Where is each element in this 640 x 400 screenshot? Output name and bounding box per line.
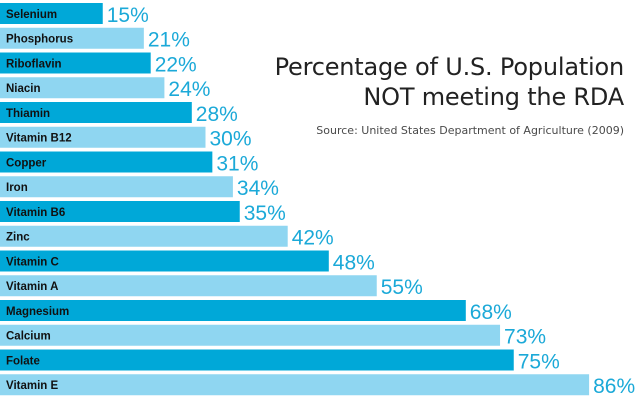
chart-title-line-2: NOT meeting the RDA xyxy=(363,83,624,111)
category-label: Vitamin B6 xyxy=(6,207,65,219)
category-label: Folate xyxy=(6,355,40,367)
category-label: Vitamin E xyxy=(6,380,59,392)
source-note: Source: United States Department of Agri… xyxy=(316,124,624,137)
category-label: Phosphorus xyxy=(6,34,73,46)
bar xyxy=(0,225,288,247)
value-label: 68% xyxy=(470,301,512,324)
bar xyxy=(0,3,103,24)
category-label: Calcium xyxy=(6,331,51,343)
bar-row-thiamin: Thiamin 28% xyxy=(0,102,238,126)
bar-row-riboflavin: Riboflavin 22% xyxy=(0,52,197,76)
category-label: Magnesium xyxy=(6,306,69,318)
value-label: 28% xyxy=(196,103,238,126)
bar-row-copper: Copper 31% xyxy=(0,151,258,175)
value-label: 15% xyxy=(107,4,149,27)
category-label: Niacin xyxy=(6,83,41,95)
bar-row-vitamin-e: Vitamin E 86% xyxy=(0,374,635,398)
bar-row-magnesium: Magnesium 68% xyxy=(0,300,512,324)
value-label: 21% xyxy=(148,29,190,52)
bar-row-zinc: Zinc 42% xyxy=(0,225,334,250)
value-label: 31% xyxy=(216,152,258,175)
value-label: 73% xyxy=(504,326,546,349)
category-label: Vitamin B12 xyxy=(6,133,72,145)
bar-row-vitamin-b12: Vitamin B12 30% xyxy=(0,126,252,151)
bar xyxy=(0,176,233,198)
bar-row-vitamin-a: Vitamin A 55% xyxy=(0,275,423,299)
value-label: 30% xyxy=(210,128,252,151)
bar-row-vitamin-b6: Vitamin B6 35% xyxy=(0,201,286,225)
category-label: Iron xyxy=(6,182,28,194)
category-label: Vitamin C xyxy=(6,256,59,268)
value-label: 48% xyxy=(333,251,375,274)
value-label: 75% xyxy=(518,350,560,373)
value-label: 24% xyxy=(168,78,210,101)
bar-row-niacin: Niacin 24% xyxy=(0,77,210,101)
value-label: 35% xyxy=(244,202,286,225)
bar xyxy=(0,151,213,173)
category-label: Thiamin xyxy=(6,108,50,120)
bar xyxy=(0,52,151,74)
value-label: 42% xyxy=(292,227,334,250)
bar-row-vitamin-c: Vitamin C 48% xyxy=(0,250,375,274)
bar xyxy=(0,349,514,371)
value-label: 86% xyxy=(593,375,635,398)
category-label: Copper xyxy=(6,157,47,169)
category-label: Riboflavin xyxy=(6,58,62,70)
category-label: Selenium xyxy=(6,9,57,21)
bar xyxy=(0,250,329,272)
bar-row-folate: Folate 75% xyxy=(0,349,560,373)
value-label: 22% xyxy=(155,53,197,76)
bar xyxy=(0,374,590,396)
value-label: 34% xyxy=(237,177,279,200)
category-label: Zinc xyxy=(6,232,30,244)
value-label: 55% xyxy=(381,276,423,299)
category-label: Vitamin A xyxy=(6,281,58,293)
bar xyxy=(0,300,466,321)
bar xyxy=(0,77,165,99)
bar xyxy=(0,126,206,148)
bar-row-calcium: Calcium 73% xyxy=(0,324,546,349)
chart-title-line-1: Percentage of U.S. Population xyxy=(274,53,625,81)
bar xyxy=(0,27,144,49)
bar-row-iron: Iron 34% xyxy=(0,176,279,200)
bar-row-phosphorus: Phosphorus 21% xyxy=(0,27,190,52)
bar xyxy=(0,324,501,346)
bar xyxy=(0,201,240,222)
bar-row-selenium: Selenium 15% xyxy=(0,3,149,27)
bar xyxy=(0,275,377,297)
bar xyxy=(0,102,192,123)
title-block: Percentage of U.S. Population NOT meetin… xyxy=(274,52,625,138)
